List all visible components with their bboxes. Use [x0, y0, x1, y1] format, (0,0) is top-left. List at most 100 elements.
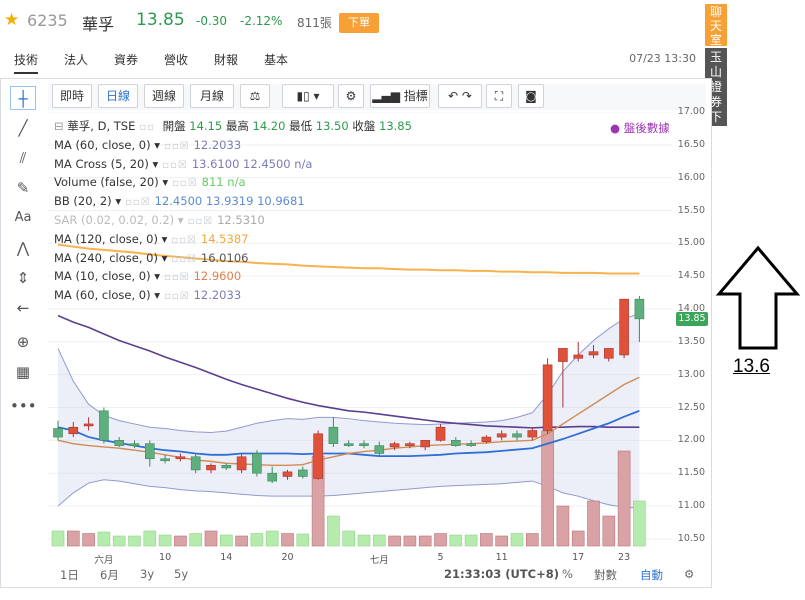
x-tick-label: 七月	[369, 555, 389, 566]
tab-institutional[interactable]: 法人	[64, 53, 89, 67]
ruler-icon[interactable]: ▦	[15, 363, 31, 381]
candle-type-icon[interactable]: ▮▯ ▾	[282, 84, 334, 108]
range-3y[interactable]: 3y	[140, 567, 155, 581]
low-label: 最低	[289, 119, 313, 133]
legend-controls-icon[interactable]: ▫▫☒	[171, 253, 197, 265]
legend-controls-icon[interactable]: ▫▫☒	[162, 159, 188, 171]
x-tick-label: 11	[495, 552, 508, 563]
range-1d[interactable]: 1日	[60, 568, 79, 582]
fullscreen-icon[interactable]: ⛶	[486, 84, 512, 108]
monthly-button[interactable]: 月線	[190, 84, 234, 108]
legend-controls-icon[interactable]: ▫▫☒	[125, 197, 151, 209]
legend-row[interactable]: MA (120, close, 0) ▾ ▫▫☒ 14.5387	[54, 231, 412, 250]
high-value: 14.20	[252, 119, 286, 133]
range-5y[interactable]: 5y	[174, 567, 189, 581]
legend-row[interactable]: MA (60, close, 0) ▾ ▫▫☒ 12.2033	[54, 287, 412, 306]
legend-row[interactable]: SAR (0.02, 0.02, 0.2) ▾ ▫▫☒ 12.5310	[54, 212, 412, 231]
y-tick-label: 10.50	[677, 532, 705, 544]
candle-body	[343, 443, 354, 446]
legend-value: 12.4500	[154, 194, 206, 209]
volume-bar	[434, 533, 447, 547]
tab-financials[interactable]: 財報	[214, 53, 239, 67]
stock-header: ★ 6235 華孚 13.85 -0.30 -2.12% 811張 下單	[0, 0, 700, 46]
candle-body	[481, 436, 492, 442]
legend-value: 16.0106	[200, 250, 249, 265]
volume-bar	[265, 530, 279, 547]
candle-body	[252, 453, 262, 474]
brush-icon[interactable]: ✎	[16, 179, 30, 197]
bb-upper-line	[57, 313, 640, 433]
candle-body	[542, 364, 553, 431]
chat-room-button[interactable]: 聊天室	[705, 4, 727, 47]
daily-button[interactable]: 日線	[98, 84, 138, 108]
legend-controls-icon[interactable]: ▫▫☒	[171, 234, 197, 246]
candle-body	[619, 298, 629, 356]
volume-bar	[128, 535, 141, 547]
settings-icon[interactable]: ⚙	[338, 84, 364, 108]
candle-body	[221, 465, 232, 469]
volume-bar	[82, 533, 95, 547]
y-tick-label: 17.00	[677, 106, 705, 117]
back-arrow-icon[interactable]: ←	[16, 299, 30, 317]
tab-margin[interactable]: 資券	[114, 53, 139, 67]
bollinger-band-area	[58, 313, 640, 508]
legend-controls-icon[interactable]: ▫▫☒	[172, 178, 198, 190]
pattern-icon[interactable]: ⋀	[16, 239, 30, 257]
after-hours-toggle[interactable]: ● 盤後數據	[610, 121, 670, 135]
volume-bar	[633, 500, 646, 547]
tab-basic[interactable]: 基本	[264, 53, 289, 67]
legend-row[interactable]: Volume (false, 20) ▾ ▫▫☒ 811 n/a	[54, 174, 412, 193]
auto-toggle[interactable]: 自動	[640, 568, 663, 582]
ma120-line	[57, 243, 640, 275]
candle-body	[603, 348, 614, 359]
volume-bar	[418, 535, 432, 547]
legend-row[interactable]: MA (60, close, 0) ▾ ▫▫☒ 12.2033	[54, 137, 412, 156]
price-chart[interactable]	[48, 112, 672, 552]
more-icon[interactable]: •••	[10, 397, 37, 415]
legend-value: 13.9319	[205, 194, 258, 209]
zoom-icon[interactable]: ⊕	[16, 333, 30, 351]
range-6m[interactable]: 6月	[100, 568, 119, 582]
tab-technical[interactable]: 技術	[14, 51, 39, 74]
x-tick-label: 23	[618, 552, 631, 563]
log-toggle[interactable]: 對數	[594, 568, 617, 582]
legend-row[interactable]: BB (20, 2) ▾ ▫▫☒ 12.4500 13.9319 10.9681	[54, 193, 412, 212]
legend-row[interactable]: MA Cross (5, 20) ▾ ▫▫☒ 13.6100 12.4500 n/a	[54, 156, 412, 175]
legend-label: MA (60, close, 0) ▾	[54, 288, 161, 303]
legend-controls-icon[interactable]: ▫▫☒	[164, 272, 190, 284]
undo-redo-icon[interactable]: ↶ ↷	[438, 84, 482, 108]
realtime-button[interactable]: 即時	[52, 84, 92, 108]
text-icon[interactable]: Aa	[14, 210, 32, 225]
crosshair-icon[interactable]: ┼	[10, 86, 36, 110]
x-tick-label: 10	[159, 552, 172, 563]
order-button[interactable]: 下單	[339, 13, 379, 33]
volume-bar	[235, 535, 248, 547]
volume-bar	[112, 535, 126, 547]
candle-body	[466, 443, 476, 446]
axis-settings-icon[interactable]: ⚙	[684, 567, 695, 581]
candle-body	[298, 469, 308, 477]
legend-controls-icon[interactable]: ▫▫☒	[164, 140, 190, 152]
star-icon[interactable]: ★	[4, 10, 20, 30]
volume-bar	[587, 500, 600, 547]
camera-icon[interactable]: ◙	[518, 84, 544, 108]
legend-controls-icon[interactable]: ▫▫☒	[187, 215, 214, 227]
open-value: 14.15	[189, 119, 223, 133]
indicators-button[interactable]: ▂▄▆ 指標	[370, 84, 430, 108]
weekly-button[interactable]: 週線	[144, 84, 184, 108]
legend-row[interactable]: MA (10, close, 0) ▾ ▫▫☒ 12.9600	[54, 268, 412, 287]
legend-row[interactable]: MA (240, close, 0) ▾ ▫▫☒ 16.0106	[54, 250, 412, 269]
percent-toggle[interactable]: %	[562, 567, 573, 581]
y-tick-label: 15.00	[677, 237, 705, 249]
tab-revenue[interactable]: 營收	[164, 53, 189, 67]
fib-icon[interactable]: ⫽	[19, 149, 27, 167]
legend-label: BB (20, 2) ▾	[54, 194, 122, 209]
trend-line-icon[interactable]: ╱	[18, 119, 28, 137]
legend-label: MA Cross (5, 20) ▾	[54, 156, 159, 171]
volume-bar	[357, 534, 371, 547]
candle-body	[236, 456, 247, 471]
legend-controls-icon[interactable]: ▫▫☒	[164, 291, 190, 303]
compare-icon[interactable]: ⚖	[240, 84, 270, 108]
measure-icon[interactable]: ⇕	[16, 269, 30, 287]
candle-body	[634, 298, 645, 320]
